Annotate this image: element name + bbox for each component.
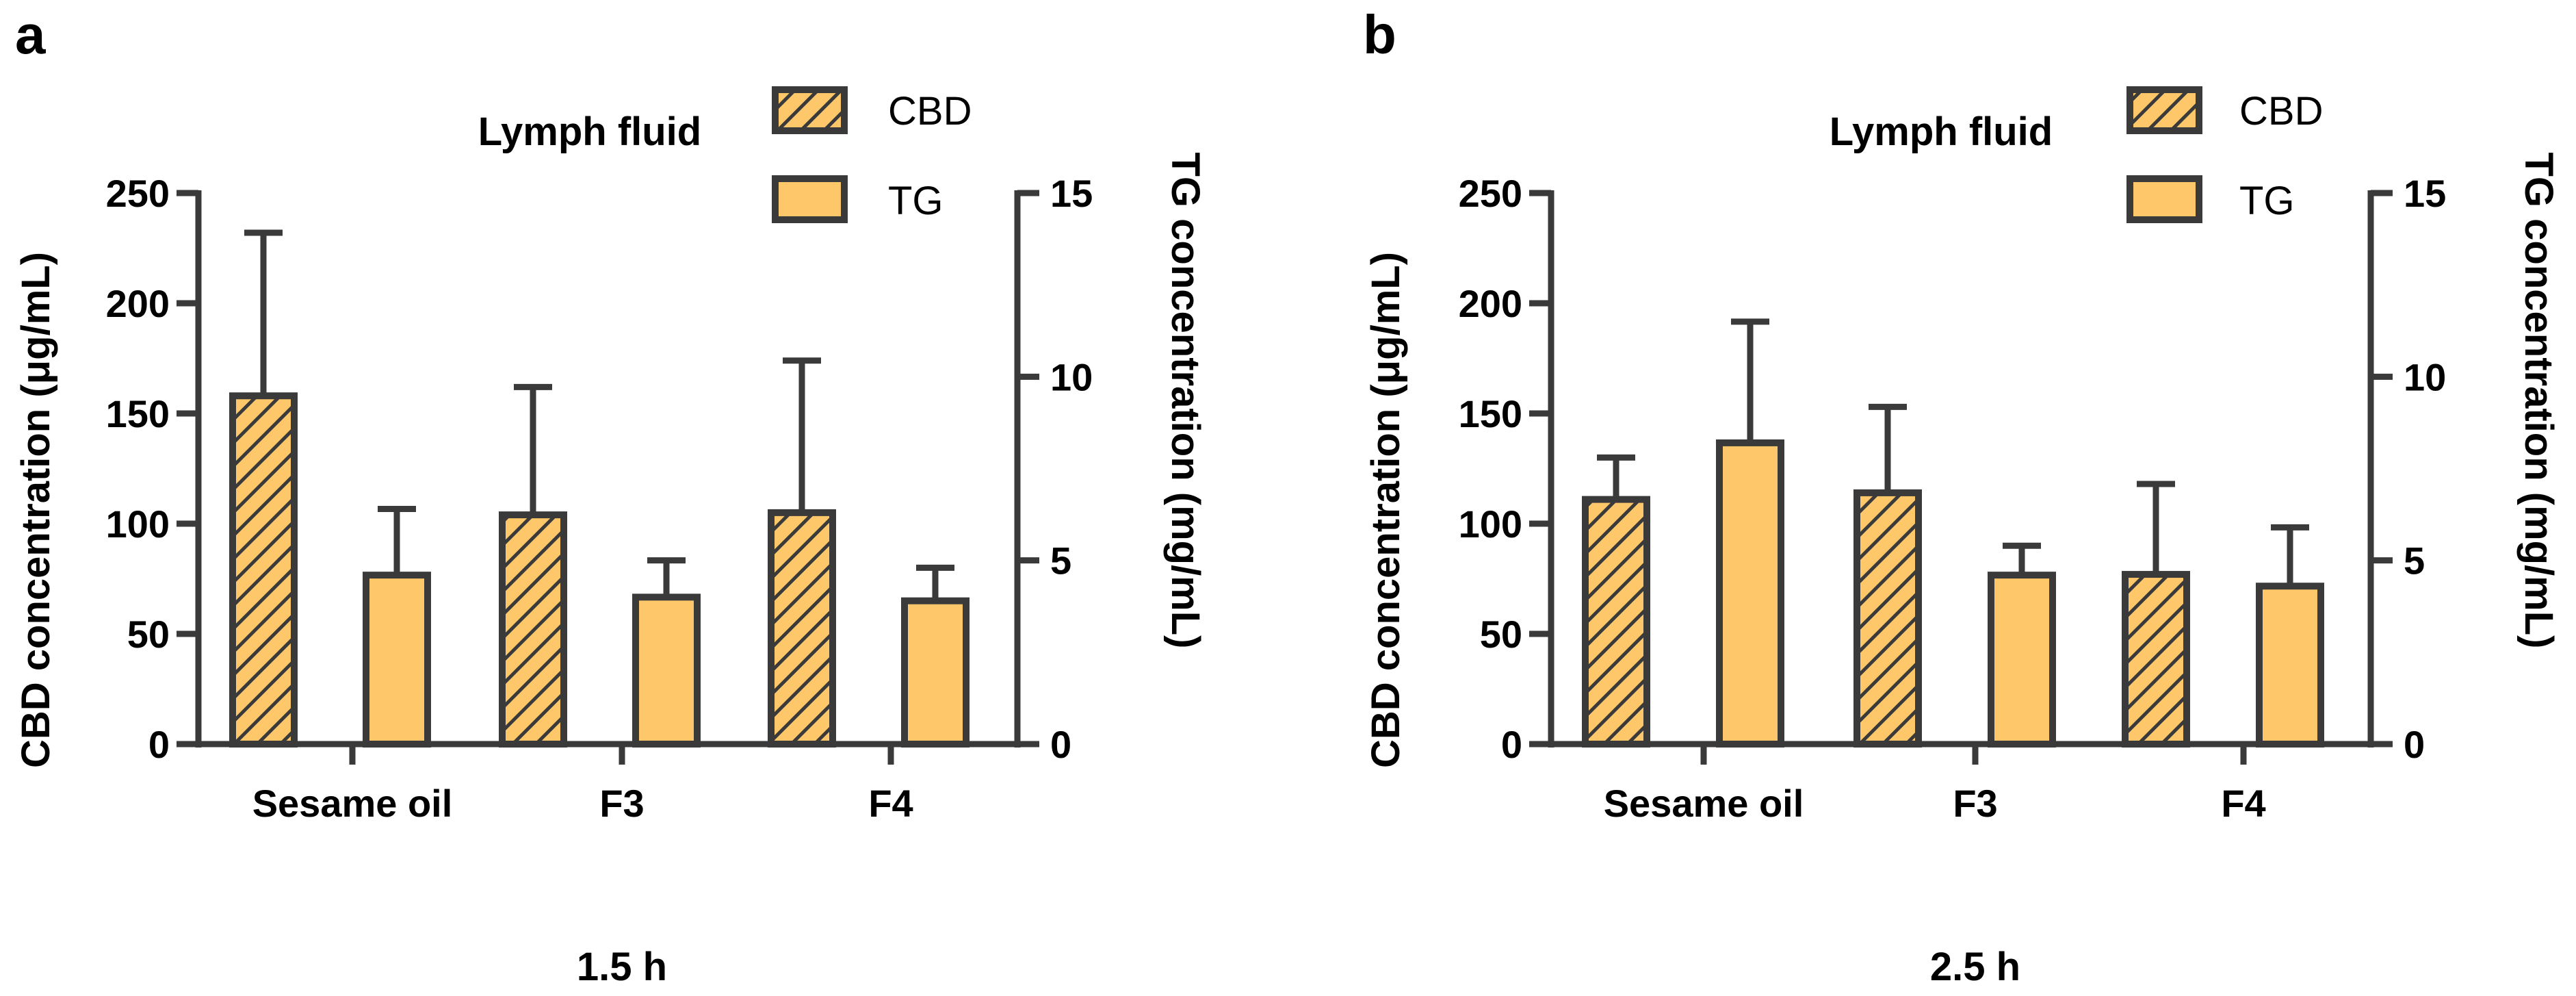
bar-tg: [1716, 439, 1784, 748]
bar-cbd: [2122, 571, 2190, 748]
panel-b: b Lymph fluid 2.5 h CBD concentration (μ…: [1363, 4, 2561, 989]
legend-label-cbd: CBD: [2239, 89, 2323, 133]
x-tick-label: Sesame oil: [252, 782, 453, 825]
panel-label: b: [1363, 4, 1396, 65]
bar-cbd: [1582, 496, 1650, 748]
y2-tick-label: 0: [2404, 723, 2425, 766]
y2-tick-label: 0: [1050, 723, 1071, 766]
y-tick-label: 200: [106, 282, 170, 325]
y2-axis-label: TG concentration (mg/mL): [2516, 153, 2561, 649]
y-tick-label: 150: [106, 392, 170, 435]
bar-tg: [363, 572, 431, 748]
plot-area: 0 50 100 150 200 250 0 5 10 15 Sesame oil F3 F4: [1459, 172, 2447, 825]
bar-tg: [901, 597, 970, 748]
panel-label: a: [15, 4, 46, 65]
y2-tick-label: 5: [2404, 539, 2425, 583]
y2-tick-label: 10: [2404, 355, 2446, 398]
x-axis-label: 1.5 h: [577, 945, 667, 989]
y-tick-label: 150: [1459, 392, 1522, 435]
legend-swatch-tg: [772, 175, 848, 223]
legend-label-tg: TG: [888, 179, 944, 223]
x-tick-label: F3: [599, 782, 644, 825]
x-tick-label: F3: [1953, 782, 1997, 825]
y-axis-label: CBD concentration (μg/mL): [14, 252, 58, 768]
x-tick-label: Sesame oil: [1604, 782, 1804, 825]
bar-tg: [1988, 572, 2056, 748]
chart-title: Lymph fluid: [478, 110, 701, 154]
y-axis-label: CBD concentration (μg/mL): [1364, 252, 1408, 768]
legend-label-tg: TG: [2239, 179, 2295, 223]
bar-tg: [632, 593, 701, 748]
y-tick-label: 50: [1480, 613, 1522, 656]
legend-swatch-cbd: [772, 86, 848, 134]
legend-label-cbd: CBD: [888, 89, 972, 133]
y2-tick-label: 15: [2404, 172, 2446, 215]
x-tick-label: F4: [2221, 782, 2265, 825]
y-tick-label: 0: [1501, 723, 1522, 766]
y-tick-label: 100: [1459, 502, 1522, 546]
bar-tg: [2256, 583, 2324, 748]
y-tick-label: 0: [148, 723, 170, 766]
plot-area: 0 50 100 150 200 250 0 5 10 15 Sesame oil F3 F4: [106, 172, 1093, 825]
panel-a: a Lymph fluid 1.5 h CBD concentration (μ…: [14, 4, 1208, 989]
bar-cbd: [499, 511, 567, 748]
bar-cbd: [1853, 489, 1922, 748]
legend-swatch-tg: [2126, 175, 2202, 223]
legend-swatch-cbd: [2126, 86, 2202, 134]
bar-cbd: [229, 392, 298, 748]
y2-tick-label: 5: [1050, 539, 1071, 583]
y2-axis-label: TG concentration (mg/mL): [1163, 153, 1208, 649]
y-tick-label: 100: [106, 502, 170, 546]
y-tick-label: 250: [1459, 172, 1522, 215]
x-tick-label: F4: [868, 782, 913, 825]
y-tick-label: 250: [106, 172, 170, 215]
x-axis-label: 2.5 h: [1930, 945, 2020, 989]
y2-tick-label: 15: [1050, 172, 1093, 215]
y-tick-label: 200: [1459, 282, 1522, 325]
chart-title: Lymph fluid: [1830, 110, 2053, 154]
y-tick-label: 50: [127, 613, 170, 656]
y2-tick-label: 10: [1050, 355, 1093, 398]
bar-cbd: [768, 509, 836, 748]
